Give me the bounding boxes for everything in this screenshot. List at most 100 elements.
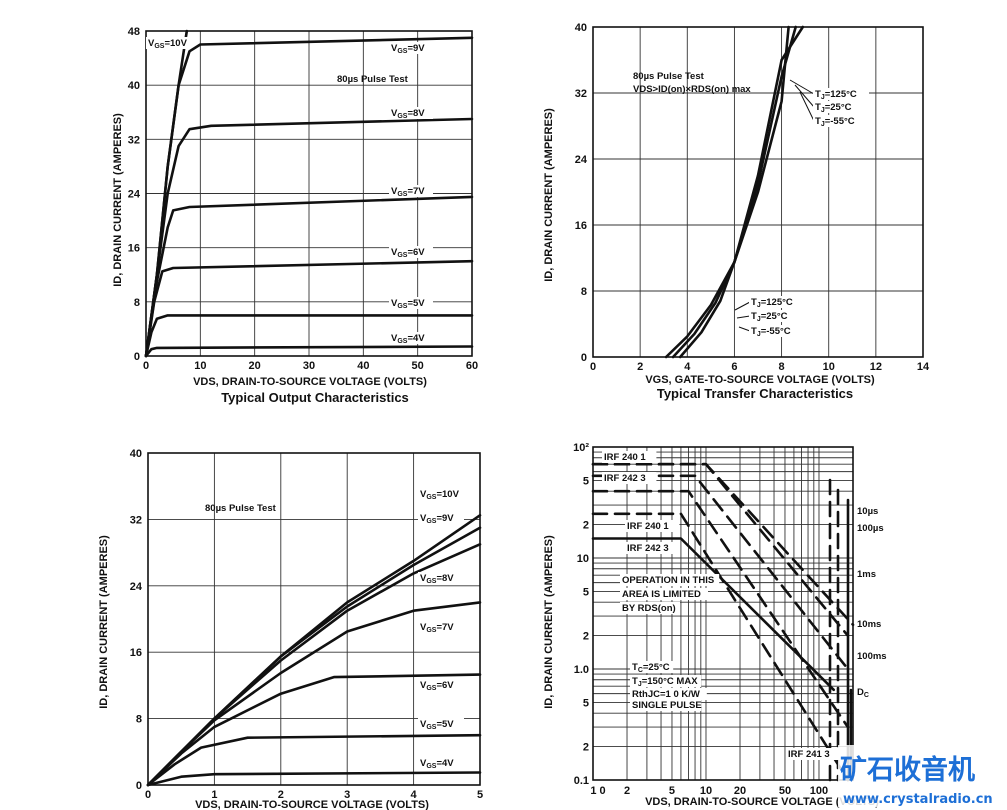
c4-annotation-label: IRF 242 3 <box>627 543 669 554</box>
c4-annotation-label: TJ=150°C MAX <box>632 676 698 688</box>
c4-xtick: 20 <box>734 785 746 797</box>
c4-ytick: 1.0 <box>574 664 589 676</box>
c4-annotation-label: DC <box>857 687 869 699</box>
c3-xtick: 2 <box>278 789 284 801</box>
c4-xtick: 100 <box>810 785 828 797</box>
c4-series-DC <box>591 537 835 692</box>
c1-ytick: 0 <box>134 351 140 363</box>
c3-ytick: 8 <box>136 714 142 726</box>
c1-xlabel: VDS, DRAIN-TO-SOURCE VOLTAGE (VOLTS) <box>193 376 427 388</box>
c3-legend-label: VGS=7V <box>420 622 454 634</box>
c3-series-VGS-5V <box>146 733 482 787</box>
c2-leader-line <box>794 84 815 108</box>
c1-ylabel: ID, DRAIN CURRENT (AMPERES) <box>112 113 124 287</box>
c3-series-VGS-4V <box>146 771 482 787</box>
c1-ytick: 16 <box>128 243 140 255</box>
c2-temp-label: TJ=25°C <box>751 311 788 323</box>
output-characteristics-chart: 0 10 20 30 40 50 60 0 8 16 24 32 40 48 VGS=10V VGS=9V V… <box>112 26 478 405</box>
c4-annotation-label: AREA IS LIMITED <box>622 589 701 600</box>
c3-xtick: 0 <box>145 789 151 801</box>
c1-xtick: 50 <box>412 360 424 372</box>
c1-legend-label: VGS=6V <box>391 247 425 259</box>
c4-ytick: 2 <box>583 631 589 643</box>
c2-title: Typical Transfer Characteristics <box>657 386 853 401</box>
c4-ytick: 5 <box>583 475 589 487</box>
c1-legend-label: VGS=10V <box>148 38 188 50</box>
c1-xtick: 0 <box>143 360 149 372</box>
c4-annotation-label: BY RDS(on) <box>622 603 676 614</box>
c2-xtick: 14 <box>917 361 930 373</box>
c2-annotation-2: VDS>ID(on)×RDS(on) max <box>633 84 751 95</box>
c4-xtick: 10 <box>700 785 712 797</box>
c4-ytick: 10² <box>573 442 589 454</box>
c3-xtick: 4 <box>411 789 418 801</box>
c4-annotation-label: 10ms <box>857 619 881 630</box>
c4-annotation-label: IRF 241 3 <box>788 749 830 760</box>
c1-xtick: 20 <box>249 360 261 372</box>
c4-annotation-label: IRF 242 3 <box>604 473 646 484</box>
c1-xtick: 40 <box>357 360 369 372</box>
c3-xtick: 1 <box>211 789 217 801</box>
c3-xtick: 3 <box>344 789 350 801</box>
c3-ytick: 24 <box>130 581 143 593</box>
c1-legend-label: VGS=9V <box>391 43 425 55</box>
c4-ytick: 10 <box>577 553 589 565</box>
c3-series-VGS-7V <box>146 601 482 787</box>
c3-xlabel: VDS, DRAIN-TO-SOURCE VOLTAGE (VOLTS) <box>195 799 429 810</box>
c2-ytick: 0 <box>581 352 587 364</box>
c3-legend-label: VGS=10V <box>420 489 460 501</box>
c4-ytick: 2 <box>583 520 589 532</box>
c2-leader-line <box>789 79 815 95</box>
c4-series-100µs <box>591 462 850 637</box>
c2-leader-line <box>738 326 751 332</box>
c4-annotation-label: IRF 240 1 <box>604 452 646 463</box>
c1-legend-label: VGS=8V <box>391 108 425 120</box>
c4-ytick: 0.1 <box>574 775 589 787</box>
c1-ytick: 48 <box>128 26 140 38</box>
c4-xtick: 50 <box>779 785 791 797</box>
c1-ytick: 24 <box>128 189 141 201</box>
c4-annotation-label: OPERATION IN THIS <box>622 575 714 586</box>
c3-legend-label: VGS=6V <box>420 680 454 692</box>
c4-ytick: 5 <box>583 586 589 598</box>
c3-legend-label: VGS=5V <box>420 719 454 731</box>
c4-ytick: 5 <box>583 697 589 709</box>
c2-xtick: 12 <box>870 361 882 373</box>
c4-xtick: 5 <box>669 785 675 797</box>
safe-operating-area-chart: 1 0 2 5 10 20 50 100 10² 5 2 10 5 2 1.0 5 2 0.1 IRF 240 … <box>543 442 887 808</box>
c4-series-100ms <box>591 512 850 782</box>
c1-xtick: 30 <box>303 360 315 372</box>
c1-xtick: 60 <box>466 360 478 372</box>
c2-temp-label: TJ=125°C <box>815 89 857 101</box>
c2-xtick: 2 <box>637 361 643 373</box>
c4-annotation-label: TC=25°C <box>632 662 670 674</box>
c4-series-10ms <box>591 489 850 729</box>
c4-annotation-label: RthJC=1 0 K/W <box>632 689 700 700</box>
c2-ytick: 24 <box>575 154 588 166</box>
c2-series-TJ-55-C <box>678 25 805 359</box>
c3-ytick: 16 <box>130 647 142 659</box>
c4-annotation-label: 1ms <box>857 569 876 580</box>
c3-legend-label: VGS=4V <box>420 758 454 770</box>
c2-xtick: 10 <box>823 361 835 373</box>
c2-temp-label: TJ=-55°C <box>751 326 791 338</box>
c3-ytick: 32 <box>130 514 142 526</box>
c2-ytick: 16 <box>575 220 587 232</box>
c1-xtick: 10 <box>194 360 206 372</box>
c3-series-VGS-6V <box>146 673 482 787</box>
c2-ylabel: ID, DRAIN CURRENT (AMPERES) <box>543 108 555 282</box>
c1-legend-label: VGS=5V <box>391 298 425 310</box>
c4-xtick: 1 0 <box>590 785 605 797</box>
c2-ytick: 32 <box>575 88 587 100</box>
c4-annotation-label: 100µs <box>857 523 884 534</box>
c3-xtick: 5 <box>477 789 483 801</box>
c4-plot-frame <box>592 446 854 781</box>
watermark-url: www.crystalradio.cn <box>843 792 993 807</box>
c1-title: Typical Output Characteristics <box>221 390 409 405</box>
c1-series-VGS-8V <box>144 117 474 358</box>
c2-xtick: 6 <box>731 361 737 373</box>
c2-ytick: 8 <box>581 286 587 298</box>
c3-ylabel: ID, DRAIN CURRENT (AMPERES) <box>98 535 110 709</box>
